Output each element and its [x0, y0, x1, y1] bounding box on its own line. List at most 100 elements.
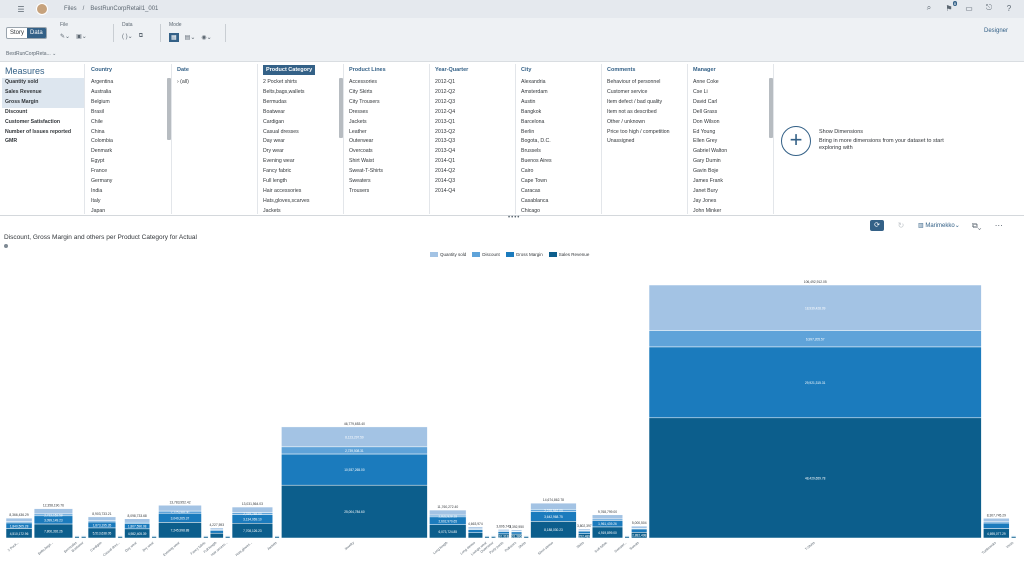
member-item[interactable]: Boatwear: [263, 108, 285, 115]
bar-segment[interactable]: [87, 516, 117, 521]
column-header[interactable]: Product Category: [260, 64, 343, 78]
member-item[interactable]: Amsterdam: [521, 88, 548, 95]
bar-group[interactable]: 8,188,030.23 3,642,968.75 2,276,962.00 14,6…: [530, 498, 577, 556]
member-item[interactable]: China: [91, 128, 105, 135]
measure-item[interactable]: Quantity sold: [2, 78, 84, 88]
member-item[interactable]: Cairo: [521, 168, 534, 175]
bar-segment[interactable]: [467, 529, 483, 533]
member-item[interactable]: Cardigan: [263, 118, 285, 125]
bar-group[interactable]: 1,101,386.40 3,392,950 Pullovers: [504, 525, 526, 553]
member-item[interactable]: 2013-Q4: [435, 148, 456, 155]
bar-segment[interactable]: [523, 536, 529, 539]
bar-group[interactable]: 5,513,638.05 1,873,195.35 8,903,733.21 Card…: [87, 512, 117, 553]
bar-segment[interactable]: [429, 524, 467, 539]
member-item[interactable]: Shirt Waist: [349, 158, 374, 165]
member-item[interactable]: Colombia: [91, 138, 113, 145]
designer-button[interactable]: Designer: [983, 28, 1008, 34]
member-item[interactable]: Evening wear: [263, 158, 295, 165]
member-item[interactable]: Japan: [91, 207, 106, 214]
bar-segment[interactable]: [33, 523, 73, 539]
bar-segment[interactable]: [274, 536, 280, 539]
member-item[interactable]: Chile: [91, 118, 103, 125]
add-dimension-button[interactable]: +: [781, 126, 811, 156]
member-item[interactable]: Day wear: [263, 138, 285, 145]
member-item[interactable]: Dell Grass: [693, 108, 718, 115]
column-header[interactable]: Comments: [607, 67, 636, 73]
member-item[interactable]: Casual dresses: [263, 128, 299, 135]
member-item[interactable]: Anne Coke: [693, 79, 719, 85]
measure-item[interactable]: Gross Margin: [2, 97, 84, 108]
bar-segment[interactable]: [631, 525, 648, 529]
menu-icon[interactable]: ☰: [17, 4, 25, 14]
member-item[interactable]: Berlin: [521, 128, 535, 135]
bar-segment[interactable]: [5, 528, 33, 539]
member-item[interactable]: India: [91, 187, 103, 194]
member-item[interactable]: Jay Jones: [693, 197, 717, 204]
bar-segment[interactable]: [151, 536, 157, 539]
edit-icon[interactable]: ✎⌄: [60, 34, 71, 40]
search-icon[interactable]: ⌕: [926, 3, 932, 12]
bar-segment[interactable]: [209, 530, 224, 534]
bar-segment[interactable]: [467, 526, 483, 530]
member-item[interactable]: Belts,bags,wallets: [263, 88, 305, 95]
column-header[interactable]: Country: [91, 67, 113, 73]
member-item[interactable]: 2013-Q3: [435, 138, 456, 145]
copy-icon[interactable]: ⧉: [138, 33, 143, 39]
bar-segment[interactable]: [578, 533, 591, 539]
column-header[interactable]: Product Lines: [349, 67, 386, 73]
bar-segment[interactable]: [491, 536, 497, 539]
member-item[interactable]: Leather: [349, 128, 367, 135]
bar-segment[interactable]: [530, 521, 577, 539]
view-icon[interactable]: ◉⌄: [201, 35, 212, 41]
bar-segment[interactable]: [648, 284, 982, 331]
bar-group[interactable]: 25,004,784.60 10,937,265.00 2,739,508.31 8,…: [281, 422, 428, 551]
bar-segment[interactable]: [484, 536, 490, 539]
bar-segment[interactable]: [158, 522, 202, 539]
member-item[interactable]: Casablanca: [521, 197, 549, 204]
scrollbar[interactable]: [167, 78, 171, 140]
member-item[interactable]: 2013-Q1: [435, 118, 456, 125]
member-item[interactable]: Cape Town: [521, 178, 547, 185]
member-item[interactable]: Belgium: [91, 98, 110, 105]
member-item[interactable]: Price too high / competition: [607, 128, 670, 135]
member-item[interactable]: Italy: [91, 197, 101, 204]
member-item[interactable]: City Skirts: [349, 88, 373, 95]
member-item[interactable]: John Minker: [693, 207, 722, 214]
member-item[interactable]: Alexandria: [521, 79, 546, 85]
bar-segment[interactable]: [591, 514, 623, 520]
bar-group[interactable]: 4,695,077.29 8,307,745.29 Turtlenecks: [981, 513, 1010, 555]
member-item[interactable]: 2014-Q4: [435, 187, 456, 194]
more-icon[interactable]: ⋯: [994, 221, 1003, 230]
member-item[interactable]: Ellen Grey: [693, 138, 718, 145]
crumb-files[interactable]: Files: [64, 6, 77, 12]
member-item[interactable]: Australia: [91, 88, 112, 95]
model-selector[interactable]: BestRunCorpReta... ⌄: [6, 51, 57, 57]
member-item[interactable]: Fancy fabric: [263, 168, 292, 175]
bar-segment[interactable]: [578, 530, 591, 534]
formula-icon[interactable]: ( )⌄: [122, 34, 133, 40]
bar-segment[interactable]: [591, 526, 623, 539]
bar-segment[interactable]: [631, 532, 648, 539]
measure-item[interactable]: Number of Issues reported: [5, 128, 72, 135]
member-item[interactable]: Sweat-T-Shirts: [349, 168, 384, 175]
member-item[interactable]: Jackets: [349, 118, 367, 125]
column-header[interactable]: Manager: [693, 67, 716, 73]
bar-segment[interactable]: [281, 484, 428, 539]
member-item[interactable]: 2013-Q2: [435, 128, 456, 135]
member-item[interactable]: Buenos Aires: [521, 158, 552, 165]
column-header[interactable]: Year-Quarter: [435, 67, 469, 73]
member-item[interactable]: Gary Dumin: [693, 158, 721, 165]
member-item[interactable]: France: [91, 168, 108, 175]
grid-mode-icon[interactable]: ▤⌄: [184, 35, 196, 41]
member-item[interactable]: 2012-Q1: [435, 79, 456, 85]
member-item[interactable]: Outerwear: [349, 138, 374, 145]
member-item[interactable]: 2014-Q3: [435, 178, 456, 185]
bar-segment[interactable]: [497, 533, 510, 539]
bar-segment[interactable]: [124, 528, 151, 539]
column-header[interactable]: City: [521, 67, 532, 73]
bar-segment[interactable]: [209, 527, 224, 531]
data-tab[interactable]: Data: [27, 28, 46, 38]
member-item[interactable]: Germany: [91, 178, 113, 185]
bar-segment[interactable]: [124, 518, 151, 523]
save-icon[interactable]: ▣⌄: [76, 34, 87, 40]
